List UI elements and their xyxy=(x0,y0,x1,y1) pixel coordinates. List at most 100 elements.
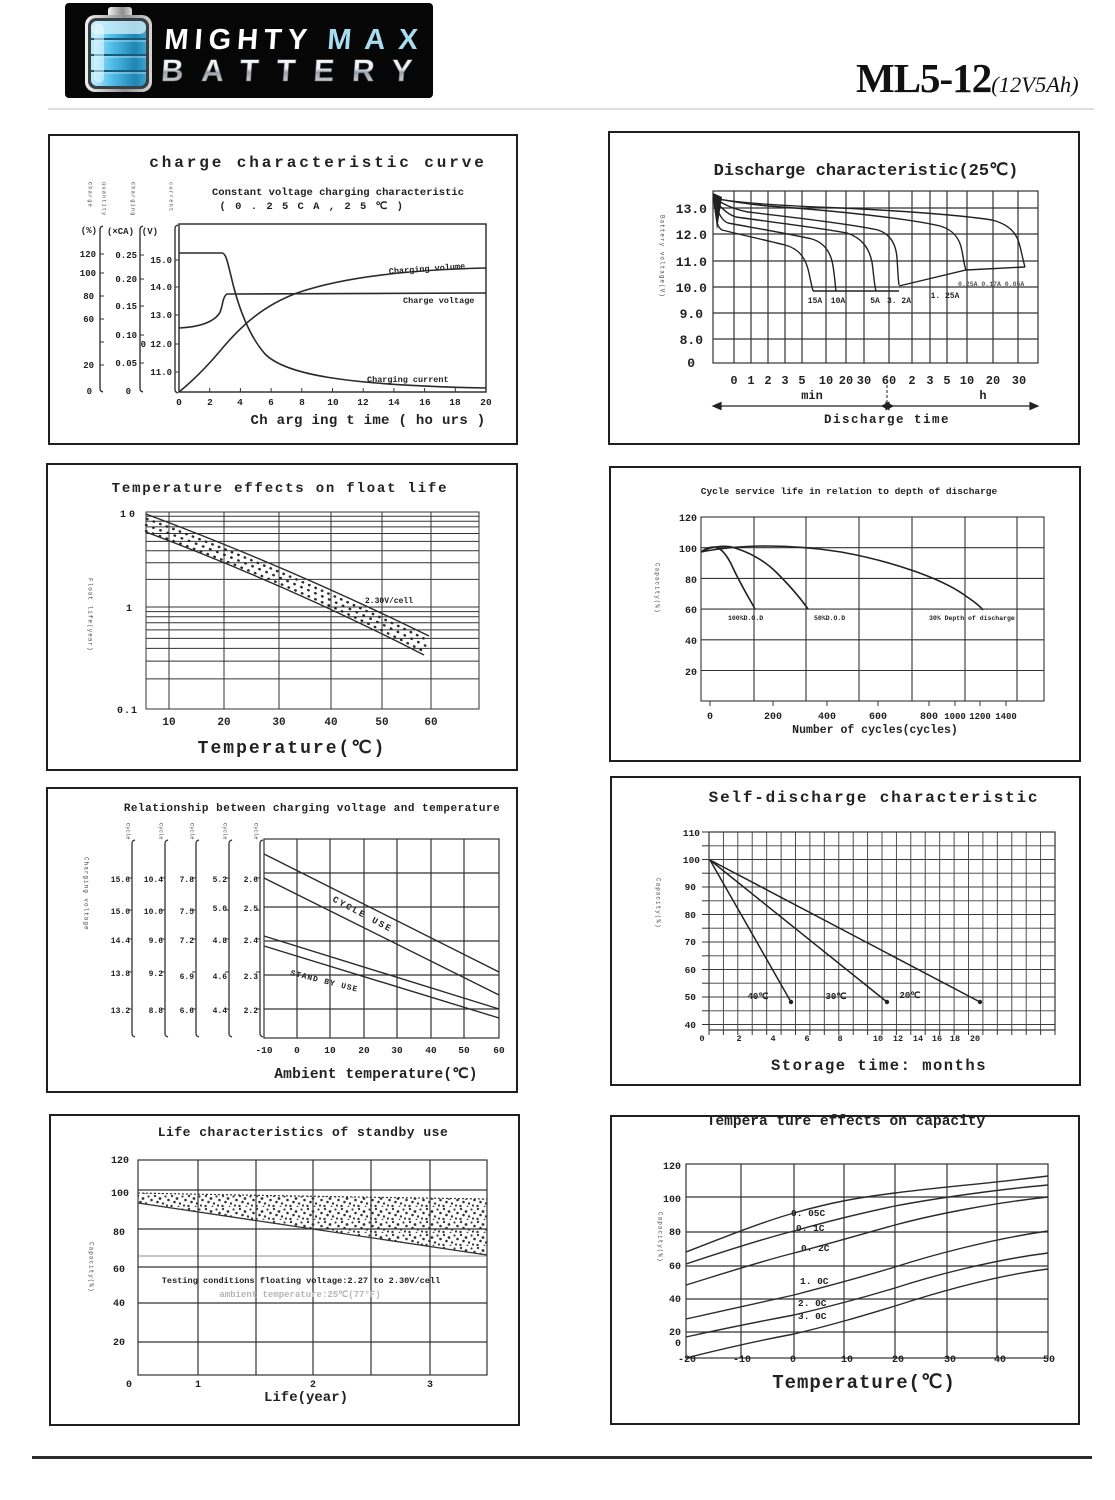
svg-text:80: 80 xyxy=(685,576,697,587)
svg-text:400: 400 xyxy=(818,712,836,723)
svg-text:2.2: 2.2 xyxy=(244,1007,259,1016)
svg-text:10: 10 xyxy=(162,717,175,729)
svg-text:0: 0 xyxy=(707,712,713,723)
svg-text:100%D.O.D: 100%D.O.D xyxy=(728,615,763,622)
svg-text:7.5: 7.5 xyxy=(180,908,195,917)
svg-text:Charge: Charge xyxy=(87,182,94,208)
svg-text:40: 40 xyxy=(113,1299,125,1310)
svg-text:Capacity(%): Capacity(%) xyxy=(654,563,661,614)
svg-text:70: 70 xyxy=(685,937,697,948)
svg-text:1200: 1200 xyxy=(969,712,991,722)
svg-text:4: 4 xyxy=(237,397,243,408)
svg-text:charge characteristic curve: charge characteristic curve xyxy=(149,154,487,172)
svg-text:50: 50 xyxy=(375,717,388,729)
svg-text:Relationship between charging: Relationship between charging voltage an… xyxy=(124,803,500,815)
svg-text:18: 18 xyxy=(950,1034,960,1044)
svg-text:Capacity(%): Capacity(%) xyxy=(655,878,662,929)
svg-text:3: 3 xyxy=(926,374,933,388)
svg-text:9.6: 9.6 xyxy=(149,937,164,946)
svg-text:Charge voltage: Charge voltage xyxy=(403,296,474,306)
svg-text:120: 120 xyxy=(679,514,697,525)
svg-text:0: 0 xyxy=(87,387,92,397)
svg-text:30: 30 xyxy=(944,1355,956,1366)
svg-text:5.2: 5.2 xyxy=(213,876,228,885)
svg-text:120: 120 xyxy=(80,250,96,260)
svg-text:Temperature(℃): Temperature(℃) xyxy=(772,1372,956,1394)
svg-text:Cycle: Cycle xyxy=(158,823,165,840)
svg-text:18: 18 xyxy=(449,397,461,408)
svg-text:Temperature(℃): Temperature(℃) xyxy=(198,739,387,759)
svg-text:80: 80 xyxy=(669,1228,681,1239)
svg-text:40℃: 40℃ xyxy=(748,991,769,1002)
svg-text:0: 0 xyxy=(126,1380,132,1391)
svg-text:MAX: MAX xyxy=(326,24,432,56)
svg-text:10: 10 xyxy=(324,1045,336,1056)
svg-text:6.6: 6.6 xyxy=(180,1007,195,1016)
svg-text:(×CA): (×CA) xyxy=(107,227,134,237)
svg-text:10A: 10A xyxy=(831,297,846,306)
svg-text:60: 60 xyxy=(113,1265,125,1276)
svg-text:Cycle: Cycle xyxy=(222,823,229,840)
svg-text:60: 60 xyxy=(685,965,697,976)
svg-text:20: 20 xyxy=(480,397,492,408)
svg-text:12.0: 12.0 xyxy=(150,340,172,350)
svg-text:13.8: 13.8 xyxy=(111,970,130,979)
svg-text:50: 50 xyxy=(1043,1355,1055,1366)
svg-text:Storage time: months: Storage time: months xyxy=(771,1057,987,1075)
svg-text:0: 0 xyxy=(699,1034,704,1044)
svg-text:Cycle: Cycle xyxy=(253,823,260,840)
svg-text:2. 0C: 2. 0C xyxy=(798,1298,827,1309)
svg-text:Ch arg ing t ime ( ho urs ): Ch arg ing t ime ( ho urs ) xyxy=(251,413,486,429)
svg-text:100: 100 xyxy=(80,269,96,279)
svg-text:14: 14 xyxy=(388,397,400,408)
svg-text:1: 1 xyxy=(195,1380,201,1391)
svg-text:12: 12 xyxy=(357,397,369,408)
svg-text:Number of cycles(cycles): Number of cycles(cycles) xyxy=(792,724,958,737)
svg-text:40: 40 xyxy=(324,717,337,729)
svg-text:4.4: 4.4 xyxy=(213,1007,228,1016)
svg-text:Capacity(%): Capacity(%) xyxy=(657,1212,664,1263)
svg-text:MIGHTY: MIGHTY xyxy=(163,24,314,56)
svg-text:0.10: 0.10 xyxy=(115,331,137,341)
svg-text:14.0: 14.0 xyxy=(150,283,172,293)
svg-text:Charging: Charging xyxy=(130,182,137,216)
svg-text:30: 30 xyxy=(857,374,871,388)
svg-text:80: 80 xyxy=(113,1228,125,1239)
svg-text:Temperature effects on float l: Temperature effects on float life xyxy=(112,481,449,497)
svg-text:100: 100 xyxy=(683,855,700,866)
svg-text:BATTERY: BATTERY xyxy=(160,91,431,98)
svg-text:0.20: 0.20 xyxy=(115,275,137,285)
svg-text:Testing conditions floating vo: Testing conditions floating voltage:2.27… xyxy=(162,1276,440,1286)
svg-text:Charging current: Charging current xyxy=(367,375,449,385)
svg-text:20: 20 xyxy=(970,1034,980,1044)
svg-text:40: 40 xyxy=(669,1295,681,1306)
svg-text:110: 110 xyxy=(683,828,700,839)
svg-text:h: h xyxy=(979,389,986,403)
svg-text:7.2: 7.2 xyxy=(180,937,195,946)
svg-text:min: min xyxy=(801,389,823,403)
svg-text:90: 90 xyxy=(685,882,697,893)
svg-text:0: 0 xyxy=(675,1339,681,1350)
svg-text:9.0: 9.0 xyxy=(680,307,704,322)
svg-text:-20: -20 xyxy=(678,1355,696,1366)
svg-text:0: 0 xyxy=(687,356,695,371)
svg-text:20: 20 xyxy=(83,361,94,371)
svg-text:800: 800 xyxy=(920,712,938,723)
svg-text:40: 40 xyxy=(994,1355,1006,1366)
svg-text:Constant voltage charging char: Constant voltage charging characteristic xyxy=(212,187,464,199)
svg-text:60: 60 xyxy=(83,315,94,325)
svg-text:13.2: 13.2 xyxy=(111,1007,130,1016)
svg-text:1: 1 xyxy=(126,604,132,615)
svg-text:Life characteristics of standb: Life characteristics of standby use xyxy=(158,1125,449,1140)
svg-text:Ambient temperature(℃): Ambient temperature(℃) xyxy=(274,1066,477,1083)
svg-text:6: 6 xyxy=(804,1034,809,1044)
svg-text:STAND BY USE: STAND BY USE xyxy=(289,969,359,995)
svg-text:7.8: 7.8 xyxy=(180,876,195,885)
svg-text:2: 2 xyxy=(764,374,771,388)
svg-text:-10: -10 xyxy=(255,1045,272,1056)
svg-text:2.30V/cell: 2.30V/cell xyxy=(365,597,413,606)
svg-text:11.0: 11.0 xyxy=(676,255,707,270)
svg-text:20: 20 xyxy=(217,717,230,729)
svg-text:80: 80 xyxy=(685,910,697,921)
svg-text:6: 6 xyxy=(268,397,274,408)
